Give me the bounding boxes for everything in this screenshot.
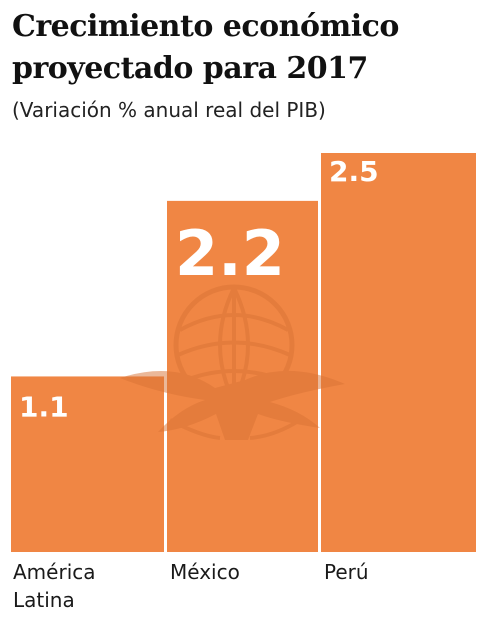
- chart-title-line-1: Crecimiento económico: [12, 9, 399, 44]
- category-label-america-latina-line-2: Latina: [13, 588, 75, 612]
- chart-title-line-2: proyectado para 2017: [12, 51, 368, 86]
- category-label-america-latina: América Latina: [13, 558, 163, 614]
- category-label-mexico: México: [170, 560, 240, 584]
- value-label-mexico: 2.2: [175, 217, 285, 290]
- chart-subtitle: (Variación % anual real del PIB): [12, 98, 326, 122]
- bar-america-latina: [11, 376, 164, 552]
- value-label-america-latina: 1.1: [19, 390, 69, 423]
- value-labels-layer: 1.1 2.2 2.5: [19, 155, 379, 423]
- bar-peru: [321, 153, 476, 552]
- chart-title: Crecimiento económico proyectado para 20…: [12, 6, 482, 90]
- category-label-america-latina-line-1: América: [13, 560, 96, 584]
- category-label-peru: Perú: [324, 560, 369, 584]
- value-label-peru: 2.5: [329, 155, 379, 188]
- eagle-globe-seal-icon: [120, 284, 345, 440]
- bars-layer: [11, 153, 476, 552]
